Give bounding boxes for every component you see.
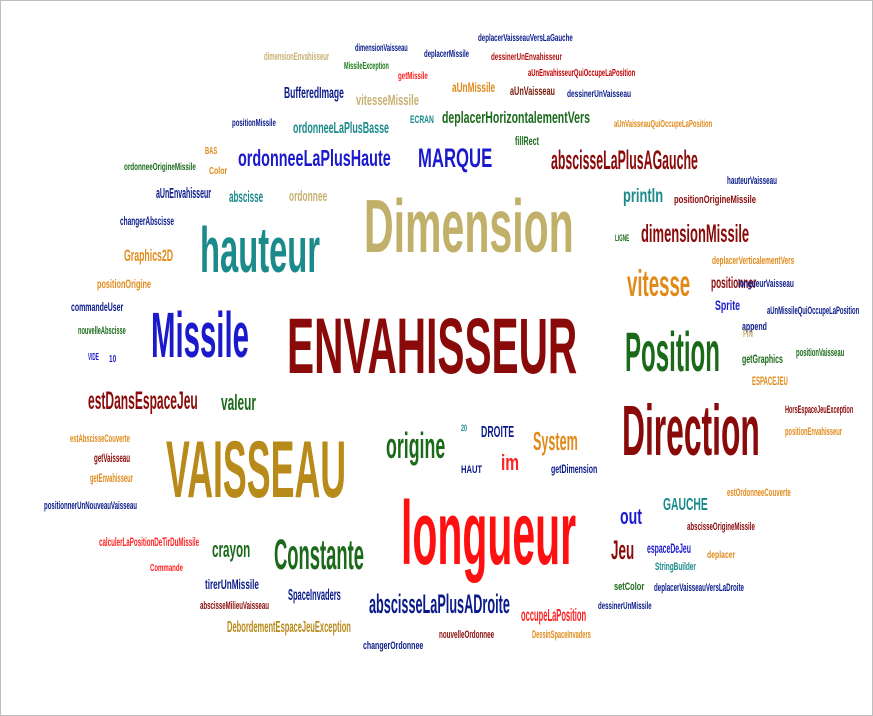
word: commandeUser	[71, 300, 124, 314]
word: getVaisseau	[94, 451, 131, 465]
word: crayon	[212, 537, 251, 563]
word: GAUCHE	[663, 493, 708, 514]
word: changerAbscisse	[120, 214, 174, 228]
word: positionnerUnNouveauVaisseau	[44, 500, 137, 513]
word: abscisseLaPlusADroite	[369, 588, 510, 619]
word: longueur	[401, 482, 577, 583]
word: deplacerVaisseauVersLaDroite	[654, 582, 744, 595]
word: Color	[209, 166, 228, 178]
word: deplacerVerticalementVers	[712, 255, 795, 268]
word: hauteur	[200, 213, 321, 286]
word: HAUT	[461, 464, 483, 477]
word: positionOrigineMissile	[674, 194, 756, 207]
word: ordonnee	[289, 188, 328, 205]
word: Sprite	[715, 297, 741, 313]
word: dessinerUnEnvahisseur	[491, 52, 562, 64]
word: MARQUE	[418, 142, 493, 173]
word: aUnMissile	[452, 79, 496, 95]
word: Missile	[151, 298, 249, 371]
word: append	[742, 321, 767, 334]
word: abscisse	[229, 188, 264, 206]
word: valeur	[221, 390, 256, 416]
word: Constante	[274, 530, 365, 579]
word: println	[623, 186, 664, 208]
word: FIN	[743, 328, 754, 341]
word: BAS	[205, 146, 218, 158]
word: vitesse	[627, 263, 691, 305]
word: nouvelleOrdonnee	[439, 629, 495, 642]
word: origine	[386, 426, 446, 467]
word: espaceDeJeu	[647, 540, 691, 556]
word: getGraphics	[742, 352, 783, 366]
word: aUnEnvahisseur	[156, 185, 211, 202]
word: dimensionEnvahisseur	[264, 51, 330, 64]
word: estOrdonneeCouverte	[727, 487, 791, 500]
word: BufferedImage	[284, 84, 344, 102]
word: aUnVaisseauQuiOccupeLaPosition	[614, 119, 713, 131]
word: aUnEnvahisseurQuiOccupeLaPosition	[528, 68, 636, 80]
word: ordonneeLaPlusBasse	[293, 119, 389, 137]
word: calculerLaPositionDeTirDuMissile	[99, 535, 200, 549]
word: out	[620, 504, 642, 530]
word: estDansEspaceJeu	[88, 388, 198, 416]
word: fillRect	[515, 134, 540, 148]
word: im	[501, 450, 520, 476]
word: Direction	[622, 391, 760, 472]
word: dimensionMissile	[641, 221, 750, 249]
word: getMissile	[398, 71, 428, 83]
word: longueurVaisseau	[738, 278, 794, 291]
word: Commande	[150, 563, 183, 575]
word: aUnMissileQuiOccupeLaPosition	[767, 305, 860, 318]
word: LIGNE	[615, 233, 630, 244]
word: dimensionVaisseau	[355, 43, 408, 55]
word: ECRAN	[410, 114, 434, 127]
word: VAISSEAU	[166, 424, 347, 515]
word: dessinerUnVaisseau	[567, 89, 632, 101]
word: DebordementEspaceJeuException	[227, 618, 351, 636]
word: 20	[461, 423, 467, 434]
word: HorsEspaceJeuException	[785, 404, 854, 417]
word: Position	[625, 319, 720, 383]
word: StringBuilder	[655, 561, 696, 574]
word: abscisseMilieuVaisseau	[200, 600, 269, 613]
word: 10	[109, 354, 117, 366]
word: vitesseMissile	[356, 92, 419, 109]
word: tirerUnMissile	[205, 576, 259, 592]
word: ordonneeLaPlusHaute	[238, 145, 391, 172]
word: getEnvahisseur	[90, 471, 133, 485]
word: deplacer	[707, 550, 736, 562]
word: VIDE	[88, 352, 99, 364]
word: abscisseOrigineMissile	[687, 521, 755, 534]
word: setColor	[614, 581, 645, 594]
word: deplacerVaisseauVersLaGauche	[478, 33, 573, 45]
word: estAbscisseCouverte	[70, 433, 130, 446]
word: deplacerMissile	[424, 49, 470, 61]
word: hauteurVaisseau	[727, 175, 777, 188]
word: ENVAHISSEUR	[287, 301, 578, 390]
word: MissileException	[344, 61, 389, 73]
word: positionVaisseau	[796, 347, 845, 360]
word: DessinSpaceInvaders	[532, 629, 591, 642]
word: occupeLaPosition	[521, 604, 587, 625]
word: positionEnvahisseur	[785, 426, 843, 439]
word: changerOrdonnee	[363, 640, 424, 653]
word: ordonneeOrigineMissile	[124, 162, 196, 174]
word: aUnVaisseau	[510, 84, 555, 98]
word: abscisseLaPlusAGauche	[551, 144, 698, 175]
word: Jeu	[611, 534, 635, 565]
word: ESPACEJEU	[752, 374, 788, 388]
word: positionner	[711, 274, 757, 292]
word: getDimension	[551, 462, 598, 476]
word: Dimension	[364, 183, 574, 268]
word: deplacerHorizontalementVers	[442, 107, 590, 127]
word: dessinerUnMissile	[598, 601, 652, 613]
word: System	[533, 427, 578, 456]
word: nouvelleAbscisse	[78, 325, 126, 338]
word: Graphics2D	[124, 245, 174, 265]
word: SpaceInvaders	[288, 586, 341, 604]
word: DROITE	[481, 423, 515, 441]
word: positionOrigine	[97, 277, 151, 291]
word: positionMissile	[232, 118, 276, 130]
